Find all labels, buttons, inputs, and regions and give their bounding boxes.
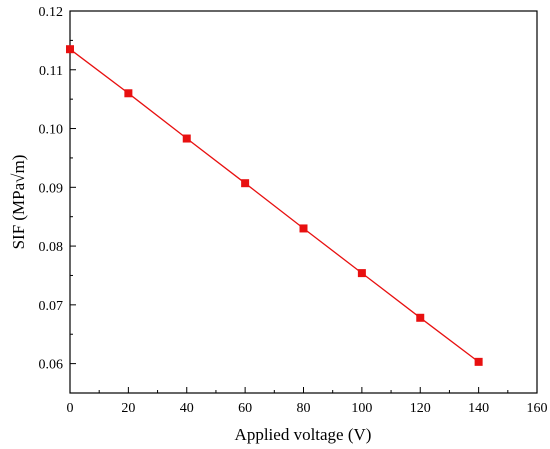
y-tick-label: 0.08	[39, 240, 64, 255]
x-tick-label: 140	[468, 401, 489, 416]
y-axis-title: SIF (MPa√m)	[9, 155, 28, 250]
y-axis-title-prefix: SIF (MPa	[9, 182, 28, 249]
y-tick-label: 0.10	[39, 123, 64, 138]
x-tick-label: 120	[410, 401, 431, 416]
x-tick-label: 0	[67, 401, 74, 416]
x-tick-label: 80	[297, 401, 311, 416]
x-tick-label: 20	[121, 401, 135, 416]
y-tick-label: 0.09	[39, 181, 64, 196]
y-tick-label: 0.07	[39, 299, 64, 314]
data-point	[66, 45, 74, 54]
y-axis-title-root: √m	[9, 160, 28, 183]
y-tick-label: 0.06	[39, 358, 64, 373]
y-axis-title-suffix: )	[9, 155, 28, 161]
plot-frame	[69, 10, 538, 394]
series-line	[69, 48, 479, 363]
data-point	[182, 134, 191, 143]
data-point	[474, 357, 483, 366]
x-tick-label: 160	[527, 401, 548, 416]
y-axis-ticks: 0.06 0.07 0.08 0.09 0.10 0.11 0.12	[39, 5, 76, 394]
x-axis-title: Applied voltage (V)	[235, 425, 372, 444]
data-point	[124, 89, 133, 98]
x-axis-ticks: 0 20 40 60 80 100 120 140 160	[67, 387, 548, 416]
x-tick-label: 100	[351, 401, 372, 416]
data-point	[241, 179, 250, 188]
series-points-group	[66, 45, 483, 366]
data-point	[357, 269, 366, 278]
series-line-group	[69, 48, 479, 363]
data-point	[299, 224, 308, 233]
x-tick-label: 40	[180, 401, 194, 416]
y-tick-label: 0.12	[39, 5, 64, 20]
data-point	[416, 313, 425, 322]
y-tick-label: 0.11	[39, 64, 63, 79]
x-tick-label: 60	[238, 401, 252, 416]
